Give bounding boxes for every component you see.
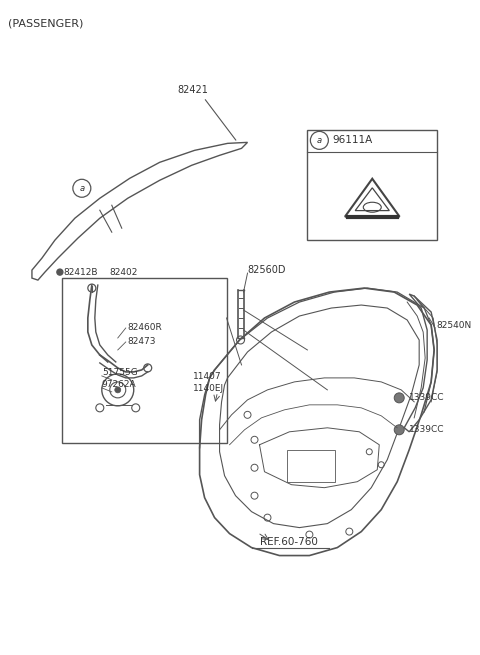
Text: 82402: 82402: [110, 268, 138, 276]
Text: 11407: 11407: [192, 373, 221, 381]
Circle shape: [88, 284, 96, 292]
Circle shape: [237, 336, 244, 344]
Text: 1140EJ: 1140EJ: [192, 384, 224, 394]
Circle shape: [115, 387, 121, 393]
Circle shape: [132, 404, 140, 412]
Text: 96111A: 96111A: [332, 136, 372, 145]
Bar: [288, 450, 336, 481]
Text: 82560D: 82560D: [248, 265, 286, 275]
Circle shape: [57, 269, 63, 275]
Bar: [62, 278, 227, 443]
Text: 82540N: 82540N: [436, 320, 471, 329]
Text: a: a: [317, 136, 322, 145]
Bar: [307, 130, 437, 240]
Circle shape: [144, 364, 152, 372]
Text: 1339CC: 1339CC: [409, 425, 444, 434]
Text: 1339CC: 1339CC: [409, 394, 444, 402]
Text: 97262A: 97262A: [102, 381, 136, 389]
Text: (PASSENGER): (PASSENGER): [8, 18, 84, 29]
Text: 82412B: 82412B: [63, 268, 97, 276]
Text: 82421: 82421: [178, 85, 208, 96]
Text: 51755G: 51755G: [102, 368, 138, 377]
Text: 82460R: 82460R: [128, 324, 163, 333]
Circle shape: [394, 425, 404, 435]
Text: 82473: 82473: [128, 337, 156, 346]
Circle shape: [96, 404, 104, 412]
Text: a: a: [79, 184, 84, 193]
Circle shape: [394, 393, 404, 403]
Text: REF.60-760: REF.60-760: [261, 536, 318, 546]
